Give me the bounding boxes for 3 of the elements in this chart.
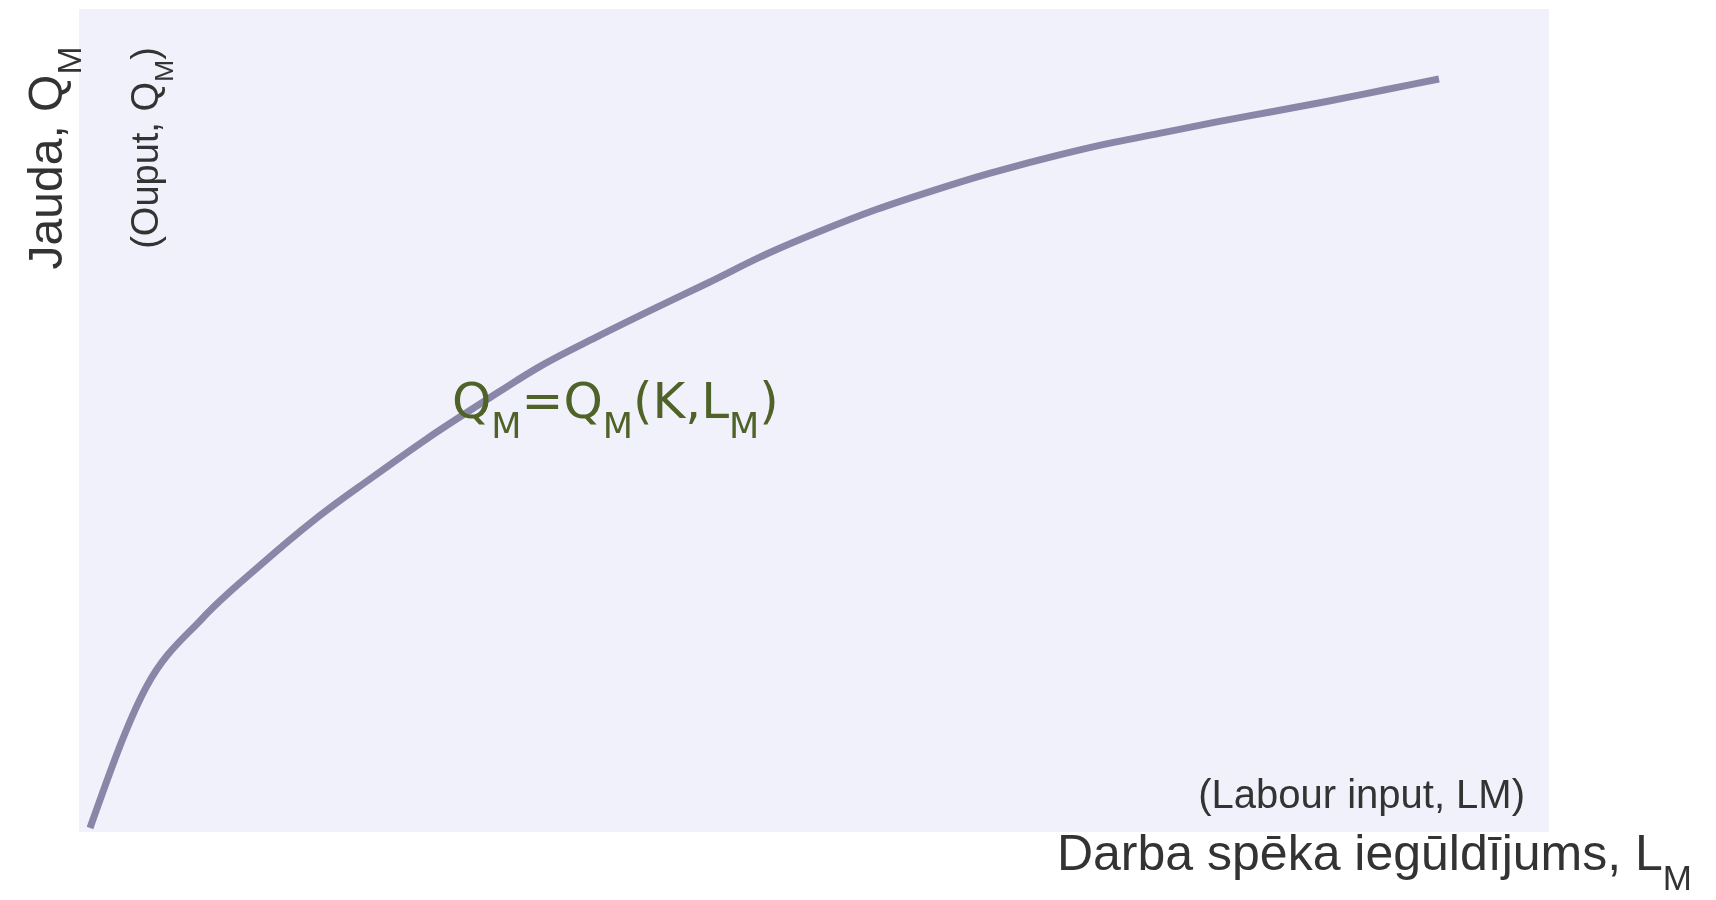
- annotation: (Labour input, LM): [1198, 772, 1525, 816]
- x-axis-title: Darba spēka iegūldījums, L$_{M}$: [1056, 825, 1692, 897]
- series-label: Q$_{M}$=Q$_{M}$(K,L$_{M}$): [452, 372, 779, 446]
